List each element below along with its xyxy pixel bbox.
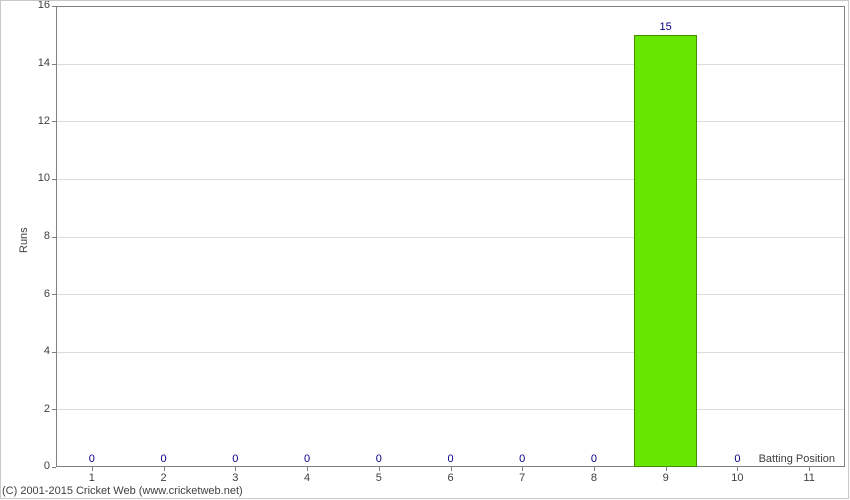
runs-by-batting-position-chart: 02468101214161234567891011000000001500Ru… <box>0 0 850 500</box>
image-border <box>0 0 849 499</box>
